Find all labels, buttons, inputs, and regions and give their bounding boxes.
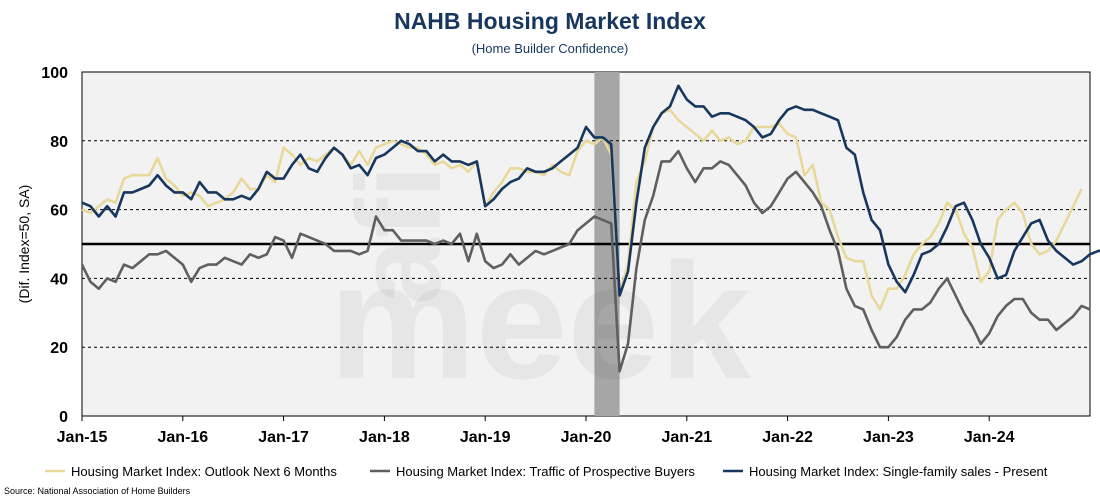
y-tick-label: 80: [50, 134, 68, 151]
watermark-text: afi: [332, 165, 466, 305]
y-tick-label: 20: [50, 340, 68, 357]
x-tick-label: Jan-17: [258, 429, 309, 446]
legend-label: Housing Market Index: Traffic of Prospec…: [396, 464, 695, 479]
series-line-1: [81, 108, 1083, 311]
source-note: Source: National Association of Home Bui…: [4, 486, 191, 496]
x-tick-label: Jan-16: [157, 429, 208, 446]
x-tick-label: Jan-23: [863, 429, 914, 446]
series-line-3: [81, 84, 1100, 297]
y-tick-label: 0: [59, 409, 68, 426]
x-tick-label: Jan-24: [964, 429, 1015, 446]
watermark-text: meek: [329, 229, 751, 413]
x-tick-label: Jan-22: [762, 429, 813, 446]
chart-title: NAHB Housing Market Index: [394, 8, 706, 34]
y-tick-label: 40: [50, 271, 68, 288]
x-tick-label: Jan-18: [359, 429, 410, 446]
y-axis-label: (Dif. Index=50, SA): [16, 185, 32, 304]
legend-label: Housing Market Index: Outlook Next 6 Mon…: [71, 464, 337, 479]
x-tick-label: Jan-19: [460, 429, 511, 446]
legend-item: Housing Market Index: Traffic of Prospec…: [370, 464, 695, 479]
y-tick-label: 60: [50, 203, 68, 220]
legend-item: Housing Market Index: Single-family sale…: [723, 464, 1048, 479]
x-tick-label: Jan-20: [561, 429, 612, 446]
chart-subtitle: (Home Builder Confidence): [471, 41, 629, 56]
legend-item: Housing Market Index: Outlook Next 6 Mon…: [45, 464, 337, 479]
x-tick-label: Jan-21: [661, 429, 712, 446]
legend-label: Housing Market Index: Single-family sale…: [749, 464, 1048, 479]
x-tick-label: Jan-15: [57, 429, 108, 446]
series-line-2: [80, 149, 1091, 373]
y-tick-label: 100: [41, 65, 68, 82]
